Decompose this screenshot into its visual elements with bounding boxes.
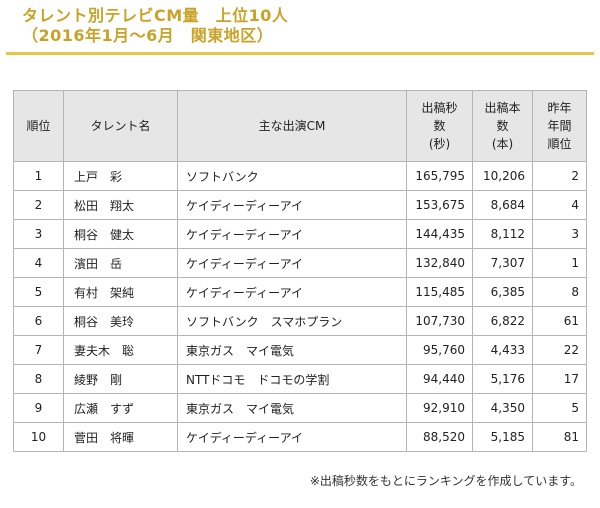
table-row: 8 綾野 剛 NTTドコモ ドコモの学割 94,440 5,176 17 (13, 364, 587, 394)
cell-cm: ケイディーディーアイ (177, 277, 407, 307)
table-row: 7 妻夫木 聡 東京ガス マイ電気 95,760 4,433 22 (13, 335, 587, 365)
cell-name: 松田 翔太 (63, 190, 178, 220)
cell-cm: ソフトバンク スマホプラン (177, 306, 407, 336)
cell-prev-rank: 61 (532, 306, 587, 336)
table-row: 2 松田 翔太 ケイディーディーアイ 153,675 8,684 4 (13, 190, 587, 220)
cell-prev-rank: 8 (532, 277, 587, 307)
cell-seconds: 107,730 (406, 306, 473, 336)
table-row: 1 上戸 彩 ソフトバンク 165,795 10,206 2 (13, 161, 587, 191)
cell-name: 桐谷 健太 (63, 219, 178, 249)
table-row: 10 菅田 将暉 ケイディーディーアイ 88,520 5,185 81 (13, 422, 587, 452)
cell-rank: 4 (13, 248, 64, 278)
cell-count: 6,385 (472, 277, 533, 307)
cell-rank: 1 (13, 161, 64, 191)
cell-name: 上戸 彩 (63, 161, 178, 191)
cell-rank: 3 (13, 219, 64, 249)
cell-count: 6,822 (472, 306, 533, 336)
cell-prev-rank: 22 (532, 335, 587, 365)
cell-prev-rank: 5 (532, 393, 587, 423)
cell-cm: 東京ガス マイ電気 (177, 335, 407, 365)
cell-count: 5,185 (472, 422, 533, 452)
cell-count: 8,112 (472, 219, 533, 249)
table-row: 4 濱田 岳 ケイディーディーアイ 132,840 7,307 1 (13, 248, 587, 278)
cell-cm: ケイディーディーアイ (177, 219, 407, 249)
cell-prev-rank: 4 (532, 190, 587, 220)
cell-cm: 東京ガス マイ電気 (177, 393, 407, 423)
cell-seconds: 132,840 (406, 248, 473, 278)
ranking-table: 順位 タレント名 主な出演CM 出稿秒 数 (秒) 出稿本 数 (本) 昨年 年… (13, 90, 587, 452)
header-count: 出稿本 数 (本) (472, 90, 533, 162)
cell-cm: NTTドコモ ドコモの学割 (177, 364, 407, 394)
title-line-2: （2016年1月～6月 関東地区） (22, 26, 274, 45)
title-line-1: タレント別テレビCM量 上位10人 (22, 6, 289, 25)
cell-prev-rank: 3 (532, 219, 587, 249)
cell-prev-rank: 1 (532, 248, 587, 278)
cell-cm: ケイディーディーアイ (177, 248, 407, 278)
table-row: 6 桐谷 美玲 ソフトバンク スマホプラン 107,730 6,822 61 (13, 306, 587, 336)
cell-seconds: 153,675 (406, 190, 473, 220)
cell-seconds: 165,795 (406, 161, 473, 191)
cell-seconds: 92,910 (406, 393, 473, 423)
header-name: タレント名 (63, 90, 178, 162)
cell-count: 7,307 (472, 248, 533, 278)
cell-rank: 6 (13, 306, 64, 336)
cell-rank: 7 (13, 335, 64, 365)
header-prev-rank: 昨年 年間 順位 (532, 90, 587, 162)
table-row: 5 有村 架純 ケイディーディーアイ 115,485 6,385 8 (13, 277, 587, 307)
cell-name: 濱田 岳 (63, 248, 178, 278)
cell-name: 菅田 将暉 (63, 422, 178, 452)
cell-rank: 8 (13, 364, 64, 394)
cell-cm: ソフトバンク (177, 161, 407, 191)
title-divider (6, 52, 594, 55)
cell-seconds: 115,485 (406, 277, 473, 307)
cell-rank: 10 (13, 422, 64, 452)
header-cm: 主な出演CM (177, 90, 407, 162)
cell-cm: ケイディーディーアイ (177, 422, 407, 452)
cell-count: 8,684 (472, 190, 533, 220)
footnote: ※出稿秒数をもとにランキングを作成しています。 (309, 474, 582, 488)
cell-seconds: 88,520 (406, 422, 473, 452)
cell-count: 5,176 (472, 364, 533, 394)
cell-count: 4,433 (472, 335, 533, 365)
cell-seconds: 144,435 (406, 219, 473, 249)
page-title: タレント別テレビCM量 上位10人 （2016年1月～6月 関東地区） (22, 6, 592, 46)
cell-seconds: 95,760 (406, 335, 473, 365)
cell-prev-rank: 17 (532, 364, 587, 394)
cell-name: 桐谷 美玲 (63, 306, 178, 336)
cell-cm: ケイディーディーアイ (177, 190, 407, 220)
cell-seconds: 94,440 (406, 364, 473, 394)
table-header-row: 順位 タレント名 主な出演CM 出稿秒 数 (秒) 出稿本 数 (本) 昨年 年… (13, 90, 587, 162)
table-row: 9 広瀬 すず 東京ガス マイ電気 92,910 4,350 5 (13, 393, 587, 423)
cell-name: 綾野 剛 (63, 364, 178, 394)
header-seconds: 出稿秒 数 (秒) (406, 90, 473, 162)
header-rank: 順位 (13, 90, 64, 162)
cell-rank: 2 (13, 190, 64, 220)
cell-name: 妻夫木 聡 (63, 335, 178, 365)
cell-prev-rank: 2 (532, 161, 587, 191)
cell-count: 10,206 (472, 161, 533, 191)
cell-rank: 9 (13, 393, 64, 423)
cell-rank: 5 (13, 277, 64, 307)
cell-name: 有村 架純 (63, 277, 178, 307)
cell-name: 広瀬 すず (63, 393, 178, 423)
cell-prev-rank: 81 (532, 422, 587, 452)
cell-count: 4,350 (472, 393, 533, 423)
table-row: 3 桐谷 健太 ケイディーディーアイ 144,435 8,112 3 (13, 219, 587, 249)
